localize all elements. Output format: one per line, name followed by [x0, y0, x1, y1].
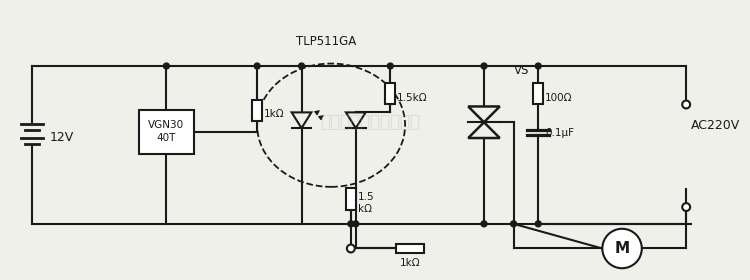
Text: 1.5kΩ: 1.5kΩ [398, 93, 427, 102]
Text: M: M [614, 241, 630, 256]
Circle shape [164, 63, 170, 69]
Circle shape [481, 221, 487, 227]
Text: 1kΩ: 1kΩ [400, 258, 420, 268]
Text: 0.1μF: 0.1μF [545, 128, 574, 138]
Bar [396, 244, 424, 253]
Circle shape [536, 221, 542, 227]
Text: 40T: 40T [157, 133, 176, 143]
Bar [533, 83, 543, 104]
Circle shape [511, 221, 517, 227]
Text: VS: VS [514, 64, 529, 78]
Text: VGN30: VGN30 [148, 120, 184, 130]
Circle shape [387, 63, 393, 69]
Text: 1kΩ: 1kΩ [264, 109, 285, 119]
Circle shape [347, 244, 355, 253]
Text: TLP511GA: TLP511GA [296, 35, 356, 48]
Circle shape [352, 221, 358, 227]
Circle shape [254, 63, 260, 69]
Circle shape [298, 63, 304, 69]
Circle shape [536, 63, 542, 69]
Text: 1.5
kΩ: 1.5 kΩ [358, 192, 374, 214]
Text: 12V: 12V [50, 130, 74, 144]
Circle shape [481, 63, 487, 69]
Circle shape [682, 203, 690, 211]
Bar [386, 83, 395, 104]
Circle shape [602, 229, 642, 268]
Circle shape [348, 221, 354, 227]
Text: 100Ω: 100Ω [545, 93, 573, 102]
Text: 杭州将睿机技有限公司: 杭州将睿机技有限公司 [320, 113, 421, 131]
Text: AC220V: AC220V [691, 119, 740, 132]
Bar [346, 188, 355, 210]
Circle shape [682, 101, 690, 108]
Bar [252, 100, 262, 121]
Bar [140, 110, 194, 154]
